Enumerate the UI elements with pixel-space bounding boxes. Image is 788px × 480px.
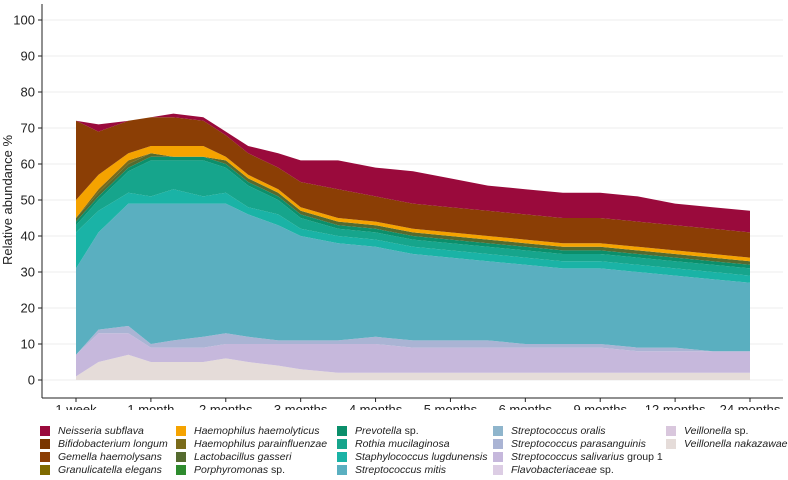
- y-tick-label: 30: [21, 265, 35, 280]
- x-tick-label: 24 months: [720, 402, 781, 410]
- x-tick-label: 2 months: [199, 402, 253, 410]
- area-series-group: [76, 113, 750, 380]
- legend-swatch: [176, 425, 186, 436]
- legend-label: Granulicatella elegans: [58, 463, 162, 476]
- legend-item: Streptococcus oralis: [493, 424, 663, 437]
- legend-label: Streptococcus mitis: [355, 463, 447, 476]
- legend-swatch: [176, 464, 186, 475]
- legend-item: Granulicatella elegans: [40, 463, 168, 476]
- x-tick-label: 1 week: [55, 402, 97, 410]
- legend-label: Bifidobacterium longum: [58, 437, 168, 450]
- legend-label: Veillonella sp.: [684, 424, 749, 437]
- x-tick-label: 5 months: [424, 402, 478, 410]
- y-tick-label: 70: [21, 121, 35, 136]
- legend-label: Gemella haemolysans: [58, 450, 162, 463]
- legend-item: Flavobacteriaceae sp.: [493, 463, 663, 476]
- legend-item: Streptococcus mitis: [337, 463, 488, 476]
- legend-item: Prevotella sp.: [337, 424, 488, 437]
- area-haemophilus-haemolyticus: [76, 146, 750, 262]
- x-tick-label: 4 months: [349, 402, 403, 410]
- y-tick-label: 20: [21, 301, 35, 316]
- legend-swatch: [337, 451, 347, 462]
- axes: 0 10 20 30 40 50 60 70 80 90 100 1 week 1 month 2 mon…: [13, 4, 783, 410]
- legend-column: Veillonella sp. Veillonella nakazawae: [666, 424, 788, 450]
- x-tick-label: 12 months: [645, 402, 706, 410]
- legend-swatch: [337, 438, 347, 449]
- legend-item: Veillonella nakazawae: [666, 437, 788, 450]
- legend-item: Neisseria subflava: [40, 424, 168, 437]
- x-tick-label: 1 month: [127, 402, 174, 410]
- legend-swatch: [40, 425, 50, 436]
- legend-label: Prevotella sp.: [355, 424, 419, 437]
- legend-item: Rothia mucilaginosa: [337, 437, 488, 450]
- legend: Neisseria subflava Bifidobacterium longum…: [40, 424, 788, 478]
- legend-swatch: [493, 425, 503, 436]
- legend-swatch: [176, 438, 186, 449]
- y-tick-label: 40: [21, 229, 35, 244]
- legend-swatch: [40, 464, 50, 475]
- legend-label: Staphylococcus lugdunensis: [355, 450, 488, 463]
- legend-label: Neisseria subflava: [58, 424, 144, 437]
- y-tick-label: 50: [21, 193, 35, 208]
- legend-column: Streptococcus oralis Streptococcus parasa…: [493, 424, 663, 476]
- legend-item: Streptococcus salivarius group 1: [493, 450, 663, 463]
- x-tick-label: 9 months: [573, 402, 627, 410]
- legend-swatch: [40, 438, 50, 449]
- legend-label: Streptococcus parasanguinis: [511, 437, 646, 450]
- legend-item: Lactobacillus gasseri: [176, 450, 327, 463]
- legend-label: Rothia mucilaginosa: [355, 437, 450, 450]
- y-tick-label: 60: [21, 157, 35, 172]
- legend-swatch: [493, 438, 503, 449]
- legend-label: Porphyromonas sp.: [194, 463, 286, 476]
- legend-label: Flavobacteriaceae sp.: [511, 463, 614, 476]
- legend-swatch: [666, 438, 676, 449]
- y-axis-label: Relative abundance %: [0, 135, 15, 266]
- stacked-area-chart: 0 10 20 30 40 50 60 70 80 90 100 1 week 1 month 2 mon…: [0, 4, 783, 410]
- y-tick-label: 10: [21, 337, 35, 352]
- legend-item: Bifidobacterium longum: [40, 437, 168, 450]
- area-streptococcus-mitis: [76, 203, 750, 355]
- legend-column: Prevotella sp. Rothia mucilaginosa Staphyl…: [337, 424, 488, 476]
- legend-item: Veillonella sp.: [666, 424, 788, 437]
- legend-swatch: [493, 464, 503, 475]
- legend-swatch: [40, 451, 50, 462]
- x-tick-label: 6 months: [499, 402, 553, 410]
- legend-label: Lactobacillus gasseri: [194, 450, 292, 463]
- legend-item: Haemophilus haemolyticus: [176, 424, 327, 437]
- legend-item: Staphylococcus lugdunensis: [337, 450, 488, 463]
- legend-label: Veillonella nakazawae: [684, 437, 788, 450]
- legend-column: Neisseria subflava Bifidobacterium longum…: [40, 424, 168, 476]
- legend-item: Gemella haemolysans: [40, 450, 168, 463]
- legend-label: Haemophilus haemolyticus: [194, 424, 320, 437]
- legend-swatch: [337, 464, 347, 475]
- legend-label: Haemophilus parainfluenzae: [194, 437, 328, 450]
- legend-item: Haemophilus parainfluenzae: [176, 437, 327, 450]
- area-gemella-haemolysans: [76, 117, 750, 258]
- area-neisseria-subflava: [76, 113, 750, 233]
- y-tick-label: 0: [28, 373, 35, 388]
- y-tick-label: 100: [13, 13, 35, 28]
- legend-swatch: [337, 425, 347, 436]
- y-tick-label: 90: [21, 49, 35, 64]
- area-veillonella-nakazawae: [76, 354, 750, 380]
- legend-swatch: [666, 425, 676, 436]
- legend-column: Haemophilus haemolyticus Haemophilus para…: [176, 424, 327, 476]
- area-staphylococcus-lugdunensis: [76, 189, 750, 283]
- x-tick-label: 3 months: [274, 402, 328, 410]
- legend-label: Streptococcus oralis: [511, 424, 606, 437]
- legend-item: Streptococcus parasanguinis: [493, 437, 663, 450]
- legend-swatch: [493, 451, 503, 462]
- legend-label: Streptococcus salivarius group 1: [511, 450, 663, 463]
- y-tick-label: 80: [21, 85, 35, 100]
- legend-item: Porphyromonas sp.: [176, 463, 327, 476]
- legend-swatch: [176, 451, 186, 462]
- area-rothia-mucilaginosa: [76, 160, 750, 276]
